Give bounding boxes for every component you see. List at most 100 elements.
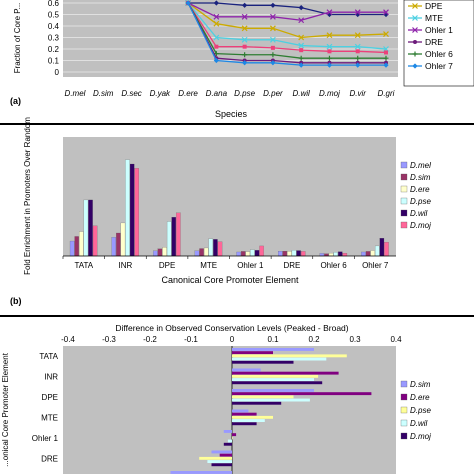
panel-b-ylabel: Fold Enrichment in Promoters Over Random <box>23 117 32 275</box>
panel-a-point <box>270 45 275 50</box>
panel-c-bar <box>232 368 261 372</box>
panel-c-xtick-label: -0.4 <box>61 335 75 344</box>
panel-b-bar <box>333 252 338 257</box>
panel-a-xtick-label: D.yak <box>150 89 171 98</box>
panel-b-bar <box>162 247 167 257</box>
panel-c-category-label: TATA <box>39 352 58 361</box>
panel-a-legend-label: Ohler 6 <box>425 49 453 59</box>
panel-a-point <box>214 44 219 49</box>
panel-b-bar <box>171 217 176 257</box>
panel-c-category-label: DPE <box>42 393 58 402</box>
panel-b-legend-swatch <box>400 197 408 205</box>
panel-b-bar <box>301 251 306 257</box>
panel-a-series-line <box>187 2 386 21</box>
panel-b-bar <box>217 241 223 257</box>
panel-a-point <box>213 20 220 27</box>
panel-a-xtick-label: D.sim <box>93 89 114 98</box>
panel-a-legend-marker <box>412 3 418 9</box>
panel-a-point <box>354 32 361 39</box>
panel-b-bar <box>254 250 260 257</box>
panel-a-legend-label: Ohler 1 <box>425 25 453 35</box>
panel-c-bar <box>211 450 232 454</box>
panel-a-xtick-label: D.gri <box>378 89 395 98</box>
panel-b-xtick-label: MTE <box>200 261 217 270</box>
panel-a-point <box>242 60 248 66</box>
panel-a-point <box>298 17 305 24</box>
panel-b-bar <box>88 199 93 257</box>
panel-c-bar <box>232 381 323 385</box>
panel-a-point <box>383 9 389 16</box>
panel-c-legend-swatch <box>400 380 408 388</box>
panel-c-category-label: DRE <box>41 455 58 464</box>
panel-b-xtick-label: INR <box>119 261 133 270</box>
panel-a-series-line <box>187 2 387 54</box>
panel-a-legend-marker <box>412 63 418 69</box>
panel-a-point <box>383 55 389 61</box>
panel-a-point <box>298 62 304 68</box>
panel-a-point <box>185 0 191 6</box>
panel-a-point <box>298 42 305 49</box>
panel-a-point <box>270 2 276 8</box>
panel-b-bar <box>282 251 288 257</box>
panel-c-bar <box>232 360 294 364</box>
panel-c-bar <box>232 392 372 396</box>
panel-a-ytick-label: 0.3 <box>48 34 60 43</box>
panel-b-bar <box>69 240 75 257</box>
panel-c-bar <box>223 430 232 433</box>
panel-a-series-line <box>187 2 386 59</box>
panel-b-legend-swatch <box>400 185 408 193</box>
panel-b-bar <box>361 251 366 257</box>
panel-a-legend-label: DRE <box>425 37 443 47</box>
panel-b-bar <box>250 249 255 257</box>
panel-a-xlabel: Species <box>215 109 248 119</box>
panel-b-xtick-label: DPE <box>159 261 175 270</box>
panel-a-point <box>298 34 305 41</box>
panel-b-bar <box>74 236 79 257</box>
panel-c-legend-label: D.sim <box>410 380 431 389</box>
panel-c-bar <box>199 456 232 460</box>
panel-c-bar <box>232 374 319 378</box>
panel-c-xtick-label: 0.1 <box>267 335 279 344</box>
panel-c-bar <box>232 436 233 440</box>
panel-a-xtick-label: D.per <box>263 89 283 98</box>
panel-b-bar <box>213 239 218 257</box>
panel-b-bar <box>245 251 251 257</box>
panel-a-point <box>384 50 388 55</box>
panel-a-xtick-label: D.ana <box>206 89 228 98</box>
panel-c-xtick-label: -0.3 <box>102 335 116 344</box>
panel-a-point <box>326 43 333 50</box>
panel-b-bar <box>79 231 84 257</box>
panel-c-category-label: MTE <box>41 414 58 423</box>
panel-c-xtick-label: 0.4 <box>390 335 402 344</box>
panel-b-xtick-label: Ohler 7 <box>362 261 389 270</box>
panel-b-bar <box>120 222 126 257</box>
panel-a-legend-marker <box>412 27 418 33</box>
panel-b-xtick-label: TATA <box>74 261 93 270</box>
panel-b-bar <box>176 212 181 257</box>
panel-a-series-line <box>187 2 387 50</box>
panel-a-point <box>241 25 248 32</box>
panel-b-bar <box>157 248 163 257</box>
panel-a-point <box>269 36 276 43</box>
panel-a-point <box>355 49 360 54</box>
panel-b-bar <box>194 250 200 257</box>
panel-c-bar <box>232 409 249 413</box>
panel-b-bar <box>278 251 283 257</box>
panel-a-point <box>299 48 304 53</box>
panel-a-series-line <box>187 2 386 66</box>
panel-c-bar <box>232 412 257 416</box>
panel-c-legend-label: D.ere <box>410 393 430 402</box>
panel-a-point <box>354 9 361 16</box>
panel-a-point <box>241 13 248 20</box>
panel-c-legend-swatch <box>400 406 408 414</box>
panel-c-legend-label: D.wil <box>410 419 428 428</box>
panel-c-xtick-label: -0.2 <box>143 335 157 344</box>
panel-b-legend-swatch <box>400 173 408 181</box>
panel-a-point <box>242 44 247 49</box>
panel-c-bar <box>232 357 327 361</box>
panel-b: TATA INR DPE MTE Ohler 1 DRE Ohler 6 Ohler 7 Fo… <box>10 117 431 306</box>
panel-b-bar <box>125 159 130 257</box>
panel-a-ytick-label: 0.6 <box>48 0 60 8</box>
panel-b-bar <box>236 251 241 257</box>
panel-b-bar <box>199 248 204 257</box>
